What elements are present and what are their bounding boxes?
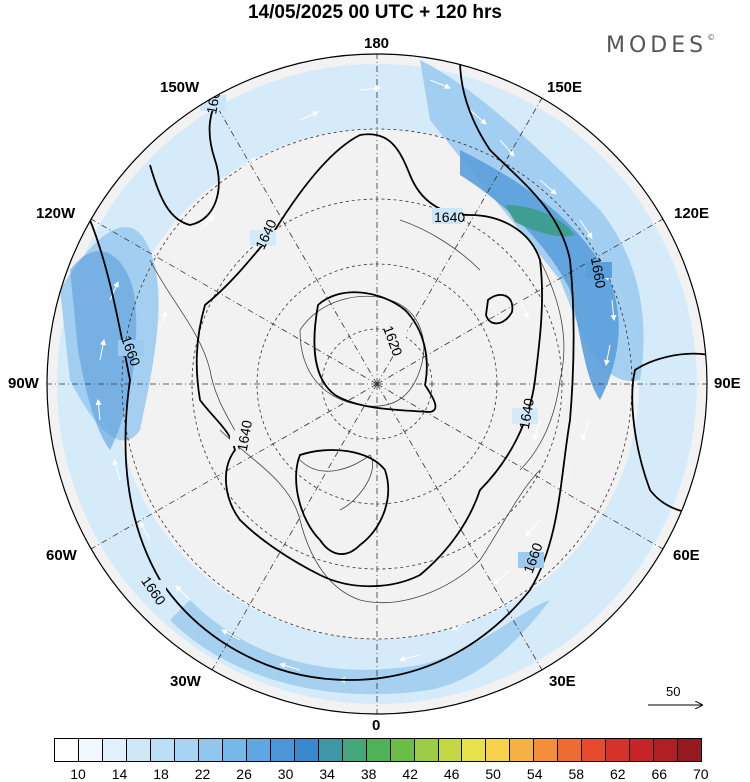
brand-logo: MODES© <box>606 33 715 58</box>
colorbar-segment <box>486 739 511 761</box>
lon-label-0: 0 <box>372 717 381 734</box>
colorbar-segment <box>102 739 127 761</box>
colorbar-segment <box>270 739 295 761</box>
colorbar-tick-label: 54 <box>526 766 543 782</box>
contour-label: 1660 <box>588 256 609 290</box>
colorbar-tick-label: 42 <box>402 766 418 782</box>
colorbar-tick-label: 66 <box>651 766 668 782</box>
colorbar-tick-label: 18 <box>153 766 169 782</box>
colorbar-segment <box>55 739 79 761</box>
colorbar-segment <box>438 739 463 761</box>
lon-label-150w: 150W <box>160 79 200 96</box>
lon-label-90e: 90E <box>714 375 741 392</box>
colorbar-segment <box>654 739 679 761</box>
wind-scale-label: 50 <box>666 684 681 699</box>
colorbar-tick-label: 10 <box>70 766 86 782</box>
wind-speed-shading <box>57 60 697 704</box>
colorbar-segment <box>630 739 655 761</box>
colorbar-segment <box>558 739 583 761</box>
contour-1660 <box>89 59 575 681</box>
colorbar-segment <box>126 739 151 761</box>
contour-1620 <box>313 291 437 413</box>
brand-name: MODES <box>606 33 708 58</box>
lon-label-120e: 120E <box>674 205 710 222</box>
colorbar-segment <box>246 739 271 761</box>
colorbar-segment <box>342 739 367 761</box>
colorbar-segment <box>78 739 103 761</box>
lon-label-60e: 60E <box>673 547 700 564</box>
colorbar-segment <box>606 739 631 761</box>
contour-label-group: 1660 1640 1620 1640 1660 1640 1660 1660 … <box>118 82 612 608</box>
lon-label-120w: 120W <box>36 205 76 222</box>
colorbar-tick-label: 30 <box>277 766 294 782</box>
contour-label: 1640 <box>234 419 255 453</box>
coastlines <box>149 219 565 603</box>
colorbar-segment <box>174 739 199 761</box>
colorbar-tick-label: 26 <box>236 766 252 782</box>
colorbar-segment <box>678 739 702 761</box>
colorbar-tick-label: 62 <box>609 766 626 782</box>
lon-label-90w: 90W <box>8 375 39 392</box>
lon-label-30w: 30W <box>170 673 201 690</box>
jet-band-core <box>505 205 575 237</box>
map-border <box>46 53 708 715</box>
colorbar-segment <box>510 739 535 761</box>
lon-label-60w: 60W <box>46 547 77 564</box>
colorbar-segment <box>294 739 319 761</box>
colorbar-segment <box>318 739 343 761</box>
colorbar <box>54 738 702 762</box>
colorbar-segment <box>414 739 439 761</box>
colorbar-tick-label: 34 <box>319 766 335 782</box>
brand-mark: © <box>707 33 716 42</box>
lon-label-180: 180 <box>364 35 390 52</box>
colorbar-segment <box>582 739 607 761</box>
contour-1640-inner <box>295 449 390 555</box>
lon-label-30e: 30E <box>549 673 576 690</box>
colorbar-segment <box>366 739 391 761</box>
colorbar-tick-label: 70 <box>693 766 709 782</box>
colorbar-tick-label: 58 <box>568 766 585 782</box>
colorbar-tick-label: 22 <box>194 766 211 782</box>
contour-1660-east <box>631 352 707 516</box>
contour-1640-small <box>485 294 514 325</box>
colorbar-segment <box>222 739 247 761</box>
colorbar-tick-label: 14 <box>111 766 128 782</box>
colorbar-segment <box>534 739 559 761</box>
jet-band-lower <box>170 600 550 695</box>
colorbar-segment <box>150 739 175 761</box>
colorbar-segment <box>462 739 487 761</box>
contour-label: 1640 <box>434 209 465 225</box>
colorbar-tick-label: 38 <box>360 766 377 782</box>
colorbar-segment <box>390 739 415 761</box>
contour-label: 1640 <box>516 397 537 431</box>
contour-1660-west <box>149 94 221 226</box>
lon-label-150e: 150E <box>547 79 583 96</box>
jet-band-mid <box>60 60 644 441</box>
colorbar-segment <box>198 739 223 761</box>
map-title: 14/05/2025 00 UTC + 120 hrs <box>247 2 503 23</box>
colorbar-tick-label: 46 <box>443 766 460 782</box>
jet-band-west <box>70 251 137 450</box>
colorbar-tick-label: 50 <box>485 766 501 782</box>
